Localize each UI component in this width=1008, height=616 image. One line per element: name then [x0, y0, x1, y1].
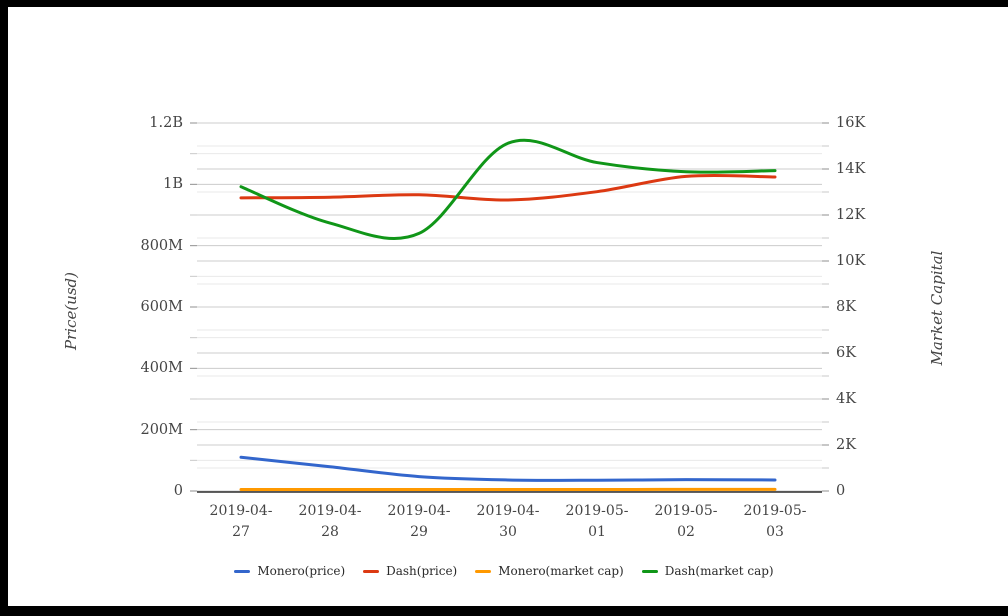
legend-item-dash-price[interactable]: Dash(price): [363, 564, 457, 578]
x-axis-tick-label: 2019-04- 27: [209, 503, 273, 540]
left-axis-tick-label: 1.2B: [149, 115, 183, 131]
legend-item-monero-market-cap[interactable]: Monero(market cap): [475, 564, 624, 578]
left-axis-tick-label: 1B: [163, 176, 183, 193]
right-axis-tick-label: 10K: [836, 253, 866, 269]
left-axis-title: Price(usd): [62, 272, 80, 351]
x-axis-tick-label: 2019-04- 29: [387, 503, 451, 540]
x-axis-tick-label: 2019-04- 28: [298, 503, 362, 540]
series-line-1[interactable]: [239, 173, 777, 202]
right-axis-tick-label: 12K: [836, 207, 866, 223]
left-axis-tick-label: 0: [173, 483, 183, 499]
legend-label: Monero(price): [257, 564, 346, 578]
right-axis-tick-label: 0: [836, 483, 846, 499]
left-axis-tick-label: 400M: [140, 360, 183, 377]
x-axis-tick-label: 2019-05- 01: [565, 503, 629, 540]
monero-market-cap-line-swatch: [475, 569, 492, 573]
chart-legend: Monero(price) Dash(price) Monero(market …: [0, 564, 1008, 578]
dash-market-cap-line-swatch: [641, 569, 658, 573]
monero-price-line-swatch: [234, 569, 251, 573]
right-axis-tick-label: 14K: [836, 161, 866, 177]
series-line-0[interactable]: [239, 455, 777, 482]
right-axis-tick-label: 16K: [836, 115, 866, 131]
legend-item-monero-price[interactable]: Monero(price): [234, 564, 345, 578]
x-axis-tick-label: 2019-05- 02: [654, 503, 718, 540]
x-axis-tick-label: 2019-05- 03: [743, 503, 807, 540]
legend-item-dash-market-cap[interactable]: Dash(market cap): [641, 564, 774, 578]
series-line-3[interactable]: [239, 138, 777, 241]
right-axis-tick-label: 2K: [836, 437, 857, 453]
left-axis-tick-label: 600M: [140, 299, 183, 315]
right-axis-tick-label: 8K: [836, 299, 857, 315]
right-axis-title: Market Capital: [928, 250, 946, 366]
legend-label: Dash(price): [386, 564, 458, 578]
right-axis-tick-label: 4K: [836, 391, 857, 407]
dash-price-line-swatch: [363, 569, 380, 573]
left-axis-tick-label: 800M: [140, 237, 183, 254]
legend-label: Monero(market cap): [498, 564, 624, 578]
x-axis-tick-label: 2019-04- 30: [476, 503, 540, 540]
legend-label: Dash(market cap): [664, 564, 774, 578]
left-axis-tick-label: 200M: [140, 421, 183, 438]
right-axis-tick-label: 6K: [836, 345, 857, 361]
